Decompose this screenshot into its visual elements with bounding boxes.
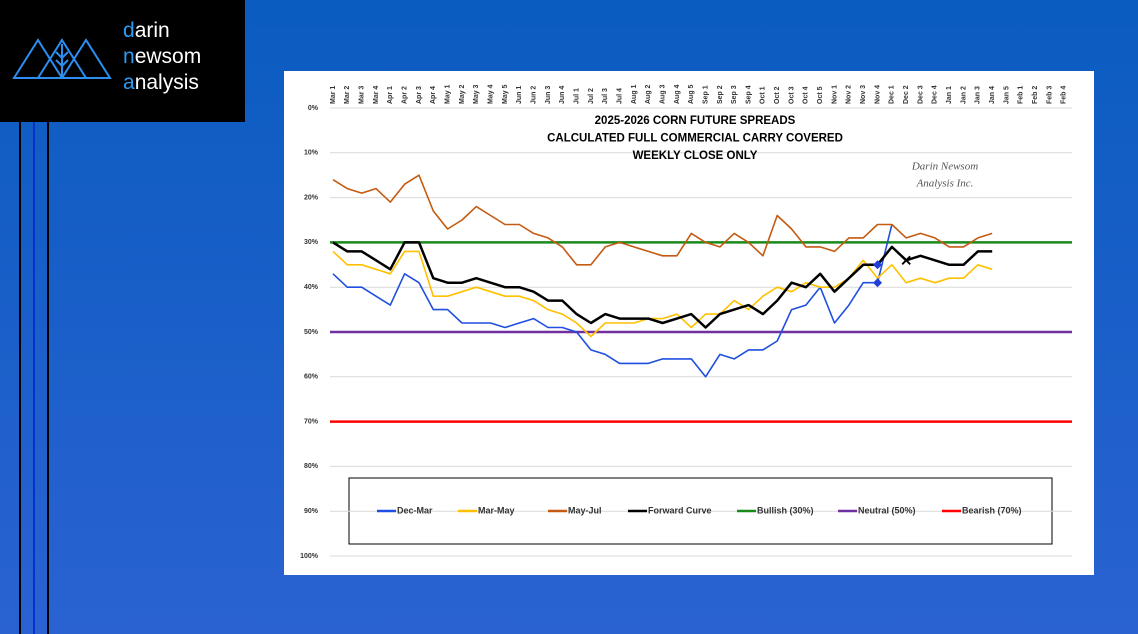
- y-tick-label: 40%: [304, 284, 319, 291]
- logo-text: newsom: [123, 45, 201, 68]
- logo-rest: arin: [135, 19, 170, 42]
- y-tick-label: 60%: [304, 374, 319, 381]
- x-tick-label: May 1: [444, 84, 451, 104]
- watermark: Darin Newsom: [911, 161, 978, 173]
- x-tick-label: Feb 3: [1046, 86, 1053, 104]
- logo-icon: [12, 38, 112, 79]
- point-marker: [873, 278, 883, 288]
- x-tick-label: Mar 3: [359, 86, 366, 104]
- logo-accent: a: [123, 71, 135, 94]
- series-line: [332, 241, 993, 329]
- y-tick-label: 20%: [304, 194, 319, 201]
- x-tick-label: Feb 2: [1032, 86, 1039, 104]
- chart-title: WEEKLY CLOSE ONLY: [633, 150, 758, 162]
- series-line: [332, 224, 893, 378]
- x-tick-label: Mar 4: [373, 86, 380, 104]
- x-tick-label: Jan 3: [975, 86, 982, 104]
- x-tick-label: May 3: [473, 84, 480, 104]
- x-tick-label: Feb 4: [1061, 86, 1068, 104]
- y-tick-label: 100%: [300, 553, 319, 560]
- point-marker: [901, 255, 911, 265]
- x-tick-label: Jan 2: [960, 86, 967, 104]
- x-tick-label: Dec 2: [903, 85, 910, 104]
- legend-label: Mar-May: [478, 505, 515, 515]
- x-tick-label: Mar 1: [330, 86, 337, 104]
- x-tick-label: Sep 3: [731, 85, 738, 104]
- legend-label: Bearish (70%): [962, 505, 1022, 515]
- x-tick-label: Oct 4: [803, 86, 810, 104]
- x-tick-label: Apr 2: [401, 86, 408, 104]
- x-tick-label: Nov 4: [874, 85, 881, 104]
- x-tick-label: Jun 1: [516, 86, 523, 104]
- y-tick-label: 30%: [304, 239, 319, 246]
- point-marker: [873, 260, 883, 270]
- x-tick-label: Aug 4: [674, 84, 681, 104]
- x-tick-label: Sep 1: [702, 85, 709, 104]
- legend-label: May-Jul: [568, 505, 602, 515]
- x-tick-label: Apr 3: [416, 86, 423, 104]
- x-tick-label: Jun 2: [530, 86, 537, 104]
- x-tick-label: Oct 3: [788, 86, 795, 104]
- x-tick-label: Aug 5: [688, 84, 695, 104]
- x-tick-label: Dec 1: [889, 85, 896, 104]
- logo-box: [0, 0, 245, 122]
- x-tick-label: Dec 3: [917, 85, 924, 104]
- x-tick-label: Jun 3: [545, 86, 552, 104]
- x-tick-label: Oct 2: [774, 86, 781, 104]
- x-tick-label: Nov 3: [860, 85, 867, 104]
- x-tick-label: Dec 4: [932, 85, 939, 104]
- logo-text: analysis: [123, 71, 199, 94]
- chart-title: 2025-2026 CORN FUTURE SPREADS: [595, 115, 796, 127]
- x-tick-label: Apr 1: [387, 86, 394, 104]
- x-tick-label: Jul 1: [573, 88, 580, 104]
- x-tick-label: Nov 1: [831, 85, 838, 104]
- x-tick-label: Jan 5: [1003, 86, 1010, 104]
- x-tick-label: Apr 4: [430, 86, 437, 104]
- y-tick-label: 50%: [304, 329, 319, 336]
- x-tick-label: Sep 2: [717, 85, 724, 104]
- logo-accent: d: [123, 19, 135, 42]
- x-tick-label: Oct 5: [817, 86, 824, 104]
- x-tick-label: Nov 2: [846, 85, 853, 104]
- legend-label: Bullish (30%): [757, 505, 814, 515]
- logo-text: darin: [123, 19, 170, 42]
- legend-label: Forward Curve: [648, 505, 712, 515]
- x-tick-label: Aug 2: [645, 84, 652, 104]
- logo-rest: ewsom: [135, 45, 202, 68]
- y-tick-label: 0%: [308, 105, 319, 112]
- y-tick-label: 80%: [304, 463, 319, 470]
- x-tick-label: Aug 1: [631, 84, 638, 104]
- x-tick-label: Jul 3: [602, 88, 609, 104]
- series-line: [332, 174, 993, 266]
- x-tick-label: Mar 2: [344, 86, 351, 104]
- legend-label: Dec-Mar: [397, 505, 433, 515]
- x-tick-label: Jun 4: [559, 86, 566, 104]
- series-line: [332, 250, 993, 338]
- y-tick-label: 10%: [304, 150, 319, 157]
- x-tick-label: Jul 2: [588, 88, 595, 104]
- watermark: Analysis Inc.: [916, 178, 974, 190]
- logo-rest: nalysis: [135, 71, 199, 94]
- chart-title: CALCULATED FULL COMMERCIAL CARRY COVERED: [547, 133, 843, 145]
- logo-accent: n: [123, 45, 135, 68]
- x-tick-label: Jan 1: [946, 86, 953, 104]
- y-tick-label: 70%: [304, 418, 319, 425]
- legend-label: Neutral (50%): [858, 505, 916, 515]
- x-tick-label: Oct 1: [760, 86, 767, 104]
- y-tick-label: 90%: [304, 508, 319, 515]
- x-tick-label: Feb 1: [1018, 86, 1025, 104]
- x-tick-label: Sep 4: [745, 85, 752, 104]
- x-tick-label: Aug 3: [659, 84, 666, 104]
- x-tick-label: Jul 4: [616, 88, 623, 104]
- x-tick-label: May 2: [459, 84, 466, 104]
- x-tick-label: Jan 4: [989, 86, 996, 104]
- x-tick-label: May 5: [502, 84, 509, 104]
- x-tick-label: May 4: [487, 84, 494, 104]
